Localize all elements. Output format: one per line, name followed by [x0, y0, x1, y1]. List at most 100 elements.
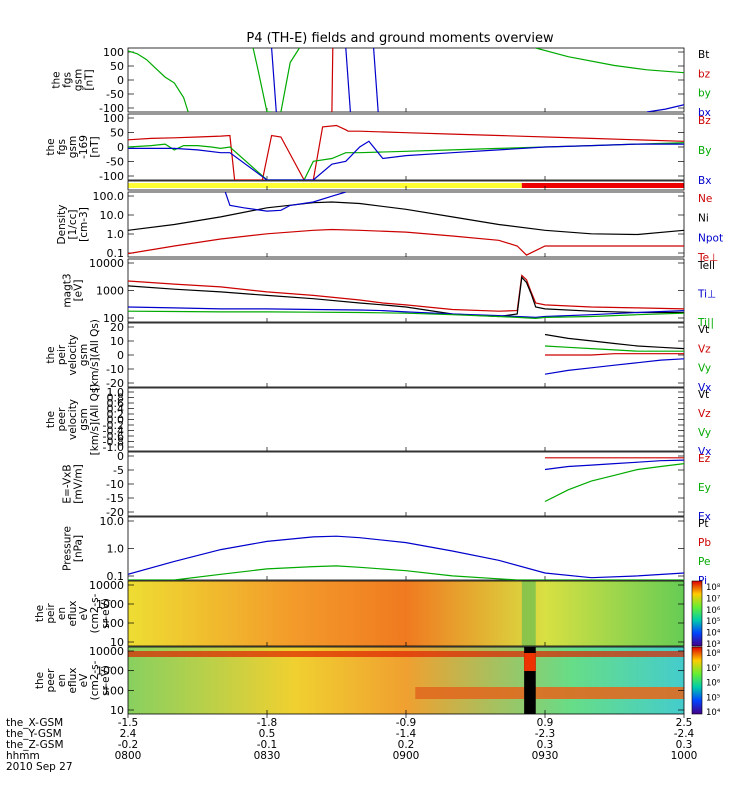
- colorbar-tick-label: 10⁸: [706, 583, 721, 593]
- y-axis-label: the peir velocity gsm [km/s](All Qs): [45, 319, 101, 391]
- y-tick-label: 0.8: [107, 392, 125, 405]
- y-tick-label: -1.0: [103, 441, 124, 454]
- legend-entry: Bz: [698, 115, 711, 127]
- panel-status: [127, 180, 685, 191]
- y-axis-label-line: (cm2-s-: [89, 660, 101, 700]
- colorbar-tick-label: 10⁴: [706, 708, 721, 718]
- y-axis-label-line: [nPa]: [73, 535, 85, 562]
- legend-entry: Bx: [698, 175, 711, 187]
- status-bar-segment: [128, 183, 522, 188]
- y-tick-label: 10000: [89, 645, 124, 658]
- series-line-Ni: [128, 201, 684, 236]
- legend-entry: Tell: [697, 260, 715, 272]
- y-tick-label: -100: [99, 102, 124, 115]
- legend-entry: Vx: [698, 446, 711, 458]
- y-tick-label: 0.2: [107, 408, 125, 421]
- panel-frame: [127, 47, 685, 113]
- y-axis-label-line: [eV]: [73, 280, 85, 302]
- y-tick-label: 0.4: [107, 403, 125, 416]
- y-axis-label: the peer en eflux eV (cm2-s-sr-eV): [34, 660, 112, 700]
- series-line-by: [128, 50, 189, 112]
- x-axis-coord-value: -2.3: [535, 728, 556, 740]
- series-line-bx: [373, 48, 379, 112]
- legend-entry: Vy: [698, 427, 711, 439]
- y-axis-label-line: [km/s](All Qs): [89, 384, 101, 456]
- panel-frame: [127, 191, 685, 258]
- y-axis-label-line: velocity: [67, 334, 79, 375]
- colorbar-tick-label: 10⁶: [706, 606, 721, 616]
- legend-entry: by: [698, 88, 711, 100]
- panel-peer_vel: 1.00.80.60.40.20.0-0.2-0.4-0.6-0.8-1.0th…: [45, 384, 711, 458]
- panel-frame: [127, 258, 685, 323]
- y-axis-label-line: fgs: [56, 139, 68, 155]
- colorbar-tick-label: 10³: [706, 640, 720, 650]
- series-line-bx: [271, 48, 277, 112]
- y-axis-label: Density [1/cc] [cm-3]: [56, 205, 90, 245]
- y-axis-label-line: [nT]: [84, 69, 96, 90]
- x-axis-row-label: the_Y-GSM: [6, 728, 62, 740]
- x-axis-coord-value: -1.8: [257, 717, 278, 729]
- y-axis-label-line: Density: [56, 205, 68, 245]
- legend-entry: Ti⊥: [697, 289, 716, 301]
- colorbar-tick-label: 10⁸: [706, 649, 721, 659]
- y-axis-label-line: the: [51, 71, 63, 88]
- y-tick-label: 10: [110, 704, 124, 717]
- chart-title: P4 (TH-E) fields and ground moments over…: [246, 31, 554, 46]
- y-axis-label-line: the: [34, 605, 46, 622]
- series-line-Ti⊥: [128, 306, 684, 319]
- x-axis-coord-value: 0.2: [398, 739, 415, 751]
- x-axis-coord-value: 0.3: [537, 739, 554, 751]
- y-tick-label: -15: [106, 492, 124, 505]
- y-axis-label-line: en: [56, 674, 68, 687]
- y-tick-label: -50: [106, 88, 124, 101]
- x-axis-row-label: hhmm: [6, 750, 40, 762]
- y-tick-label: -20: [106, 377, 124, 390]
- y-axis-label-line: gsm: [73, 69, 85, 91]
- series-line-bx: [646, 104, 684, 112]
- y-tick-label: -20: [106, 506, 124, 519]
- series-line-Bz: [128, 124, 684, 180]
- y-tick-label: 1.0: [107, 386, 125, 399]
- y-axis-label-line: (cm2-s-: [89, 593, 101, 633]
- y-tick-label: 0: [117, 349, 124, 362]
- spectrogram-band-low: [415, 687, 684, 699]
- series-line-Te⊥: [128, 274, 684, 312]
- y-tick-label: 10: [110, 636, 124, 649]
- legend-entry: Ni: [698, 213, 709, 225]
- series-line-Ey: [544, 463, 684, 503]
- y-tick-label: 10000: [89, 579, 124, 592]
- x-axis-coord-value: 0.3: [676, 739, 693, 751]
- y-axis-label-line: eflux: [67, 601, 79, 627]
- colorbar-tick-label: 10⁵: [706, 617, 720, 627]
- series-line-Bx: [128, 140, 684, 180]
- y-axis-label-line: the: [45, 138, 57, 155]
- y-axis-label: Pressure [nPa]: [62, 526, 85, 571]
- y-tick-label: 10000: [89, 257, 124, 270]
- y-axis-label-line: peir: [45, 603, 57, 624]
- series-line-Ex: [544, 459, 684, 471]
- legend-entry: Vz: [698, 343, 711, 355]
- y-axis-label-line: [cm-3]: [78, 207, 90, 242]
- y-tick-label: 100: [103, 112, 124, 125]
- y-tick-label: 0: [117, 74, 124, 87]
- spectrogram-transition: [521, 581, 536, 646]
- x-axis-row-label: the_Z-GSM: [6, 739, 64, 751]
- legend-entry: Npot: [698, 232, 723, 244]
- colorbar-tick-label: 10⁷: [706, 664, 721, 674]
- y-axis-label: the peer velocity gsm [km/s](All Qs): [45, 384, 101, 456]
- y-tick-label: -0.4: [103, 425, 124, 438]
- series-line-Vy: [544, 345, 684, 352]
- series-line-Vx: [544, 358, 684, 375]
- spectrogram-gap: [524, 647, 536, 714]
- x-axis-row-label: 2010 Sep 27: [6, 761, 73, 773]
- panel-fgs2: 100 500 -50-100 the fgs gsm -169 [nT] Bz By Bx: [45, 112, 711, 187]
- legend-entry: Vt: [698, 389, 709, 401]
- y-tick-label: -100: [99, 170, 124, 183]
- y-tick-label: 100: [103, 46, 124, 59]
- y-tick-label: 100: [103, 312, 124, 325]
- y-tick-label: -0.6: [103, 430, 124, 443]
